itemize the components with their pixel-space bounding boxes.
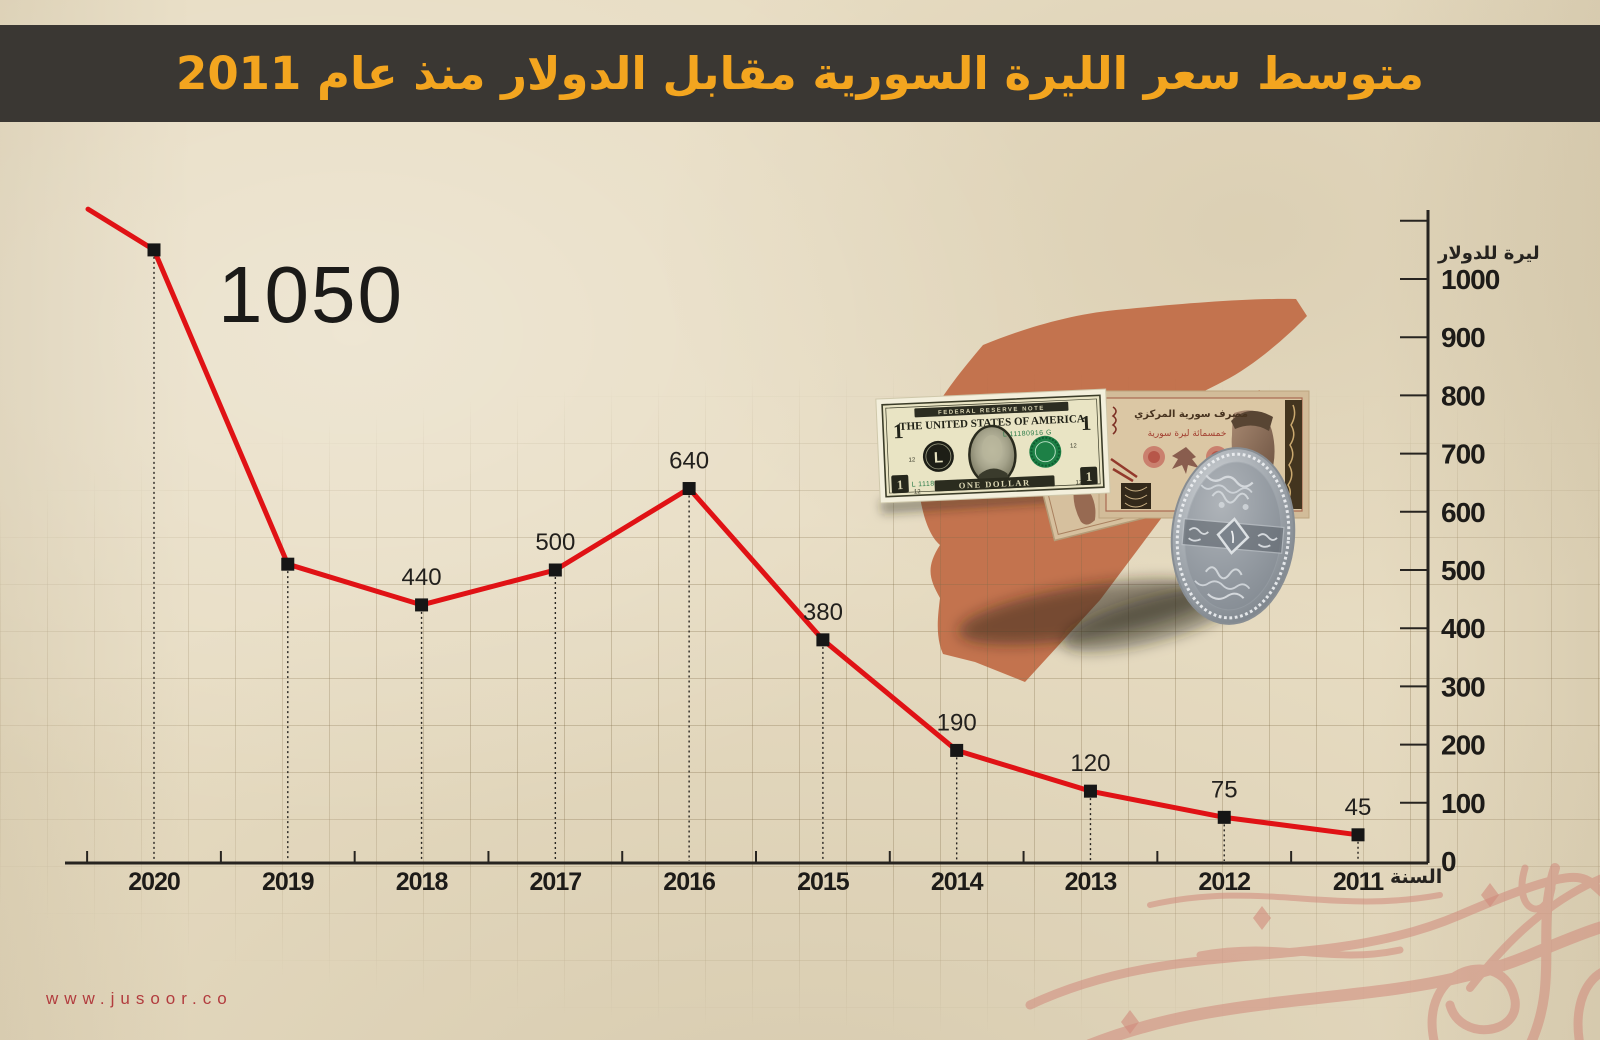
bill-corner-one: 1 bbox=[897, 477, 904, 492]
bill-district-number: 12 bbox=[1070, 443, 1078, 449]
year-label: 2017 bbox=[530, 868, 582, 896]
bill-denomination: ONE DOLLAR bbox=[959, 477, 1031, 490]
y-tick-label: 800 bbox=[1441, 380, 1485, 411]
bill-district-seal bbox=[922, 440, 954, 472]
y-tick-label: 1000 bbox=[1441, 264, 1500, 295]
value-label: 440 bbox=[402, 564, 442, 591]
year-label: 2015 bbox=[797, 868, 850, 896]
value-label: 45 bbox=[1345, 794, 1372, 821]
us-dollar-bill: FEDERAL RESERVE NOTE THE UNITED STATES O… bbox=[875, 388, 1111, 504]
year-label: 2013 bbox=[1065, 868, 1117, 896]
bill-corner-one: 1 bbox=[892, 419, 904, 443]
x-axis-title: السنة bbox=[1390, 866, 1443, 888]
bill-district-number: 12 bbox=[908, 457, 916, 463]
highlight-value-label: 1050 bbox=[218, 250, 404, 339]
syrian-coin: ١ bbox=[1170, 447, 1296, 625]
year-label: 2019 bbox=[262, 868, 314, 896]
y-tick-label: 0 bbox=[1441, 846, 1456, 877]
value-label: 120 bbox=[1070, 750, 1110, 777]
value-label: 190 bbox=[937, 709, 977, 736]
bill-top-banner: FEDERAL RESERVE NOTE bbox=[938, 406, 1045, 417]
bill-corner-one: 1 bbox=[1085, 469, 1092, 484]
value-label: 380 bbox=[803, 599, 843, 626]
data-point-marker bbox=[415, 598, 429, 612]
banknote-eagle bbox=[1172, 447, 1199, 474]
y-tick-label: 700 bbox=[1441, 439, 1485, 470]
y-axis-title: ليرة للدولار bbox=[1438, 243, 1540, 264]
bill-district-number: 12 bbox=[914, 489, 922, 495]
bill-district-letter: L bbox=[934, 449, 944, 466]
map-shadow bbox=[958, 579, 1212, 645]
data-point-marker bbox=[816, 633, 830, 647]
data-point-marker bbox=[548, 563, 562, 577]
year-label: 2012 bbox=[1198, 868, 1250, 896]
bill-district-number: 12 bbox=[1076, 480, 1084, 486]
year-label: 2016 bbox=[663, 868, 715, 896]
header-bar: متوسط سعر الليرة السورية مقابل الدولار م… bbox=[0, 25, 1600, 122]
value-label: 640 bbox=[669, 448, 709, 475]
data-point-marker bbox=[147, 243, 161, 257]
year-label: 2014 bbox=[931, 868, 984, 896]
value-label: 500 bbox=[535, 529, 575, 556]
bill-corner-one: 1 bbox=[1080, 411, 1092, 435]
chart-title: متوسط سعر الليرة السورية مقابل الدولار م… bbox=[176, 47, 1424, 100]
coin-diamond bbox=[1216, 517, 1250, 555]
year-label: 2018 bbox=[396, 868, 449, 896]
y-tick-label: 500 bbox=[1441, 555, 1485, 586]
bill-treasury-seal bbox=[1029, 435, 1062, 468]
data-point-marker bbox=[1083, 784, 1097, 798]
y-tick-label: 400 bbox=[1441, 613, 1485, 644]
y-tick-label: 100 bbox=[1441, 788, 1485, 819]
data-point-marker bbox=[950, 743, 964, 757]
y-tick-label: 200 bbox=[1441, 730, 1485, 761]
coin-numeral: ١ bbox=[1227, 526, 1239, 549]
data-point-marker bbox=[1217, 810, 1231, 824]
y-tick-label: 600 bbox=[1441, 497, 1485, 528]
banknote-denomination: خمسمائة ليرة سورية bbox=[1148, 429, 1227, 439]
value-label: 75 bbox=[1211, 776, 1238, 803]
website-url: www.jusoor.co bbox=[46, 989, 233, 1008]
y-tick-label: 900 bbox=[1441, 322, 1485, 353]
data-point-marker bbox=[281, 557, 295, 571]
year-label: 2020 bbox=[128, 868, 180, 896]
data-point-marker bbox=[682, 482, 696, 496]
banknote-bank-name: مصرف سورية المركزي bbox=[1134, 409, 1248, 420]
bill-serial-top: L 11180916 G bbox=[1003, 429, 1052, 438]
data-point-marker bbox=[1351, 828, 1365, 842]
y-tick-label: 300 bbox=[1441, 671, 1485, 702]
year-label: 2011 bbox=[1333, 868, 1384, 896]
